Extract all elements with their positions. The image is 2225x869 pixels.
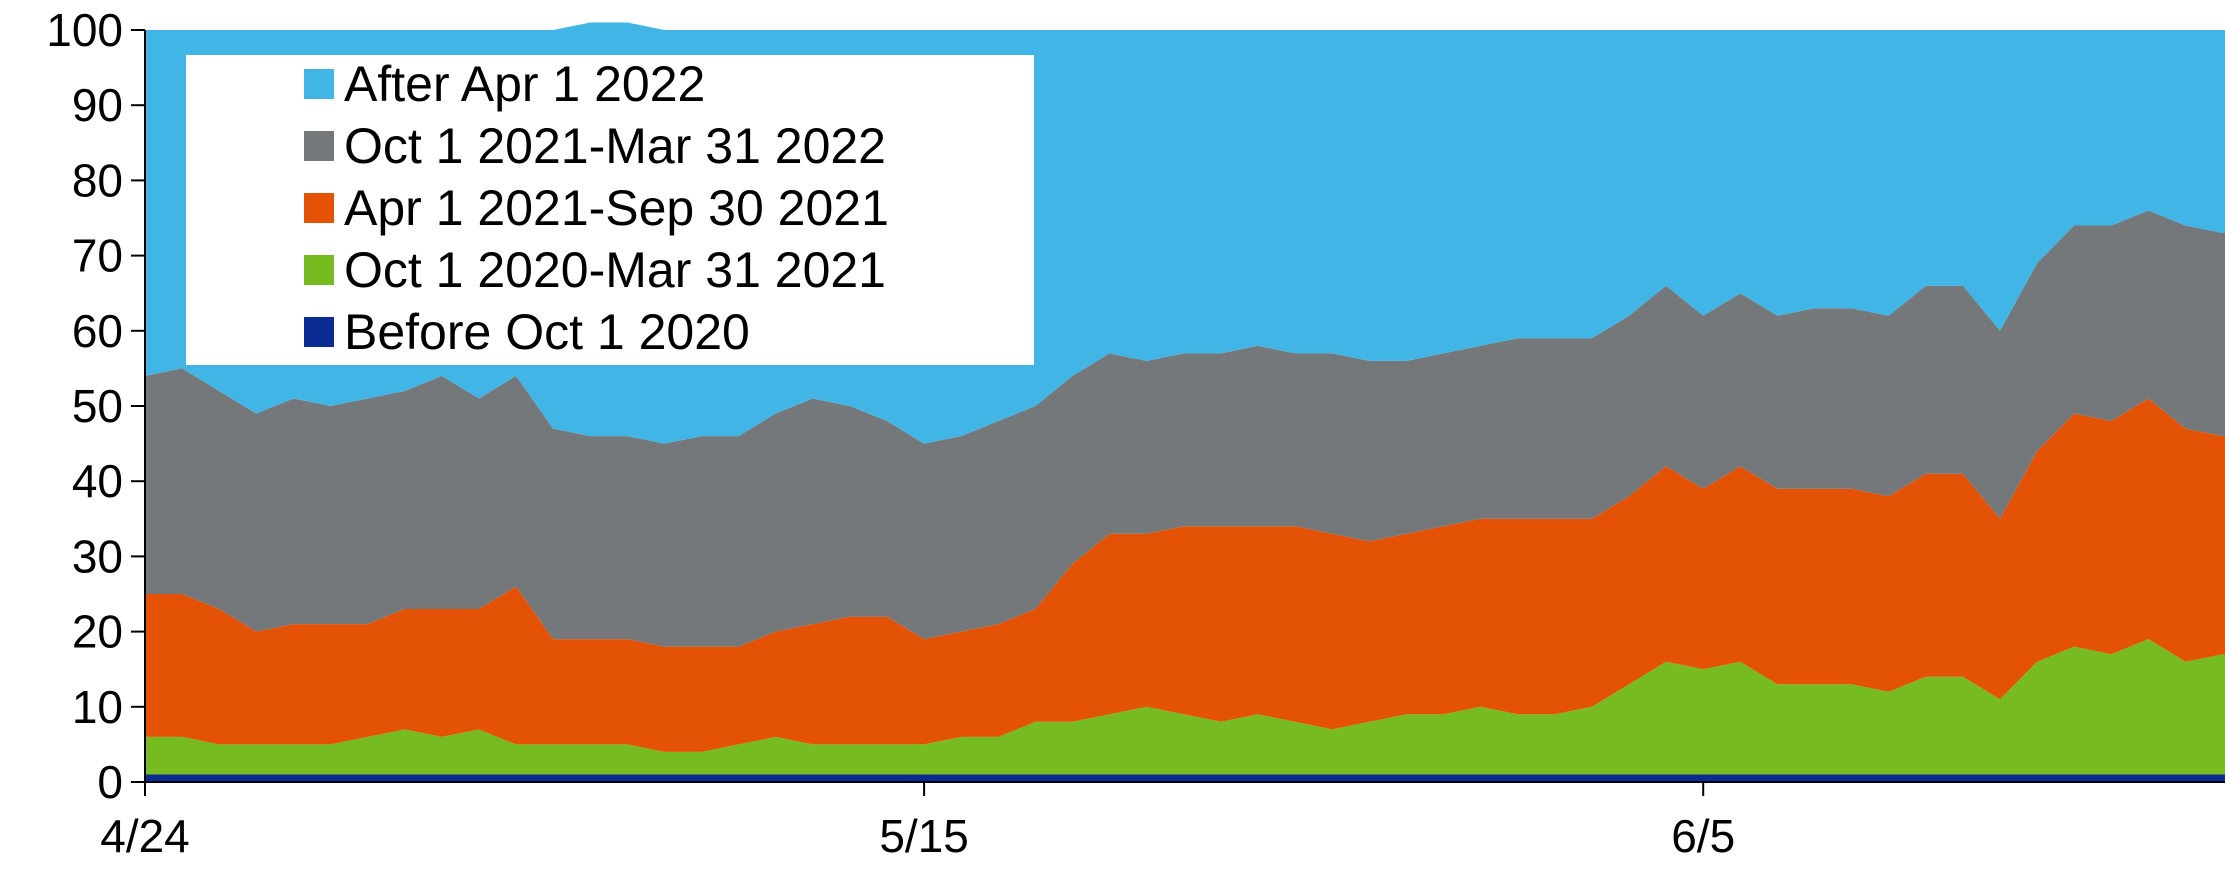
y-tick-label-3: 30 [72,530,123,582]
y-tick-label-1: 10 [72,681,123,733]
legend-label-1: Oct 1 2021-Mar 31 2022 [344,118,886,174]
y-tick-label-7: 70 [72,230,123,282]
legend-swatch-4 [304,317,334,347]
legend-label-4: Before Oct 1 2020 [344,304,750,360]
area-series-0 [145,774,2225,782]
y-tick-label-9: 90 [72,79,123,131]
axes-group: 01020304050607080901004/245/156/56/267/1… [46,4,2225,862]
x-tick-label-1: 5/15 [879,810,969,862]
y-tick-label-4: 40 [72,455,123,507]
legend: After Apr 1 2022 Oct 1 2021-Mar 31 2022 Ap… [186,55,1034,365]
x-tick-label-0: 4/24 [100,810,190,862]
y-tick-label-8: 80 [72,154,123,206]
area-series-2 [145,398,2225,752]
y-tick-label-10: 100 [46,4,123,56]
y-tick-label-5: 50 [72,380,123,432]
y-tick-label-6: 60 [72,305,123,357]
legend-swatch-3 [304,255,334,285]
legend-swatch-1 [304,131,334,161]
x-tick-label-2: 6/5 [1671,810,1735,862]
area-series-3 [145,210,2225,647]
legend-label-3: Oct 1 2020-Mar 31 2021 [344,242,886,298]
y-tick-label-2: 20 [72,606,123,658]
legend-swatch-2 [304,193,334,223]
area-series-1 [145,639,2225,775]
legend-swatch-0 [304,69,334,99]
legend-label-2: Apr 1 2021-Sep 30 2021 [344,180,889,236]
legend-label-0: After Apr 1 2022 [344,56,705,112]
y-tick-label-0: 0 [97,756,123,808]
